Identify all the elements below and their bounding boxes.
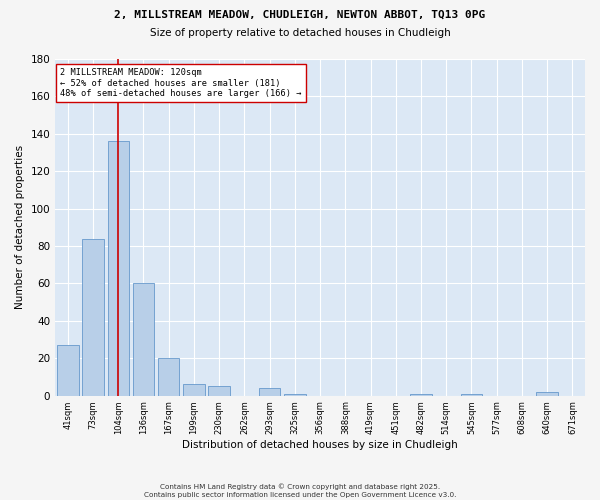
Bar bbox=[158, 358, 179, 396]
Bar bbox=[259, 388, 280, 396]
Bar bbox=[107, 142, 129, 396]
Text: Contains HM Land Registry data © Crown copyright and database right 2025.
Contai: Contains HM Land Registry data © Crown c… bbox=[144, 484, 456, 498]
Bar bbox=[536, 392, 558, 396]
Text: 2, MILLSTREAM MEADOW, CHUDLEIGH, NEWTON ABBOT, TQ13 0PG: 2, MILLSTREAM MEADOW, CHUDLEIGH, NEWTON … bbox=[115, 10, 485, 20]
Y-axis label: Number of detached properties: Number of detached properties bbox=[15, 145, 25, 310]
Bar bbox=[461, 394, 482, 396]
X-axis label: Distribution of detached houses by size in Chudleigh: Distribution of detached houses by size … bbox=[182, 440, 458, 450]
Bar bbox=[133, 284, 154, 396]
Text: Size of property relative to detached houses in Chudleigh: Size of property relative to detached ho… bbox=[149, 28, 451, 38]
Text: 2 MILLSTREAM MEADOW: 120sqm
← 52% of detached houses are smaller (181)
48% of se: 2 MILLSTREAM MEADOW: 120sqm ← 52% of det… bbox=[60, 68, 302, 98]
Bar bbox=[57, 345, 79, 396]
Bar bbox=[410, 394, 432, 396]
Bar bbox=[208, 386, 230, 396]
Bar bbox=[82, 238, 104, 396]
Bar bbox=[284, 394, 305, 396]
Bar bbox=[183, 384, 205, 396]
